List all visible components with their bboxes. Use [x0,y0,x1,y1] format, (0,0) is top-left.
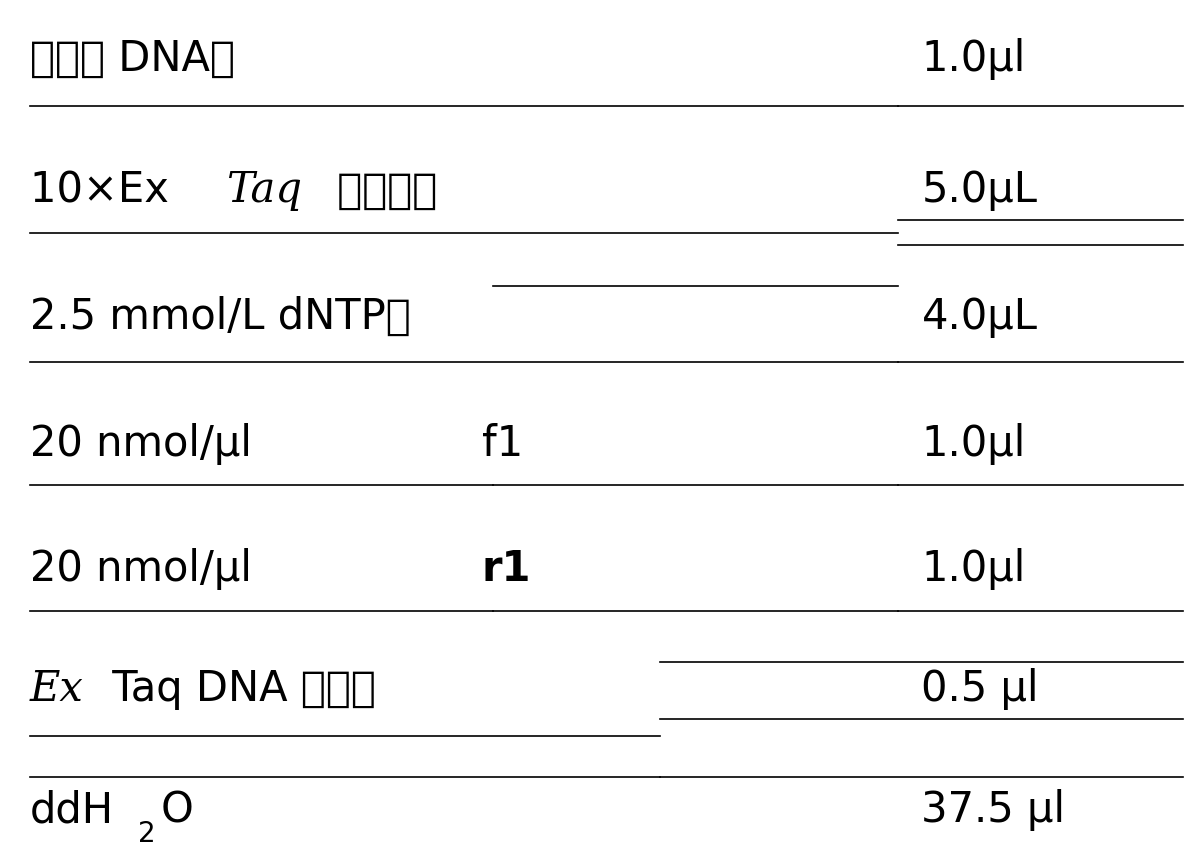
Text: 基因组 DNA：: 基因组 DNA： [30,38,234,80]
Text: 20 nmol/μl: 20 nmol/μl [30,547,252,590]
Text: 2: 2 [138,820,156,846]
Text: ddH: ddH [30,789,114,832]
Text: Taq: Taq [226,169,302,212]
Text: 10×Ex: 10×Ex [30,169,182,212]
Text: f1: f1 [482,423,523,465]
Text: O: O [161,789,194,832]
Text: 37.5 μl: 37.5 μl [921,789,1065,832]
Text: 1.0μl: 1.0μl [921,547,1026,590]
Text: Taq DNA 聚合酶: Taq DNA 聚合酶 [99,668,376,711]
Text: 1.0μl: 1.0μl [921,423,1026,465]
Text: 4.0μL: 4.0μL [921,296,1038,338]
Text: 2.5 mmol/L dNTP：: 2.5 mmol/L dNTP： [30,296,410,338]
Text: r1: r1 [482,547,531,590]
Text: 0.5 μl: 0.5 μl [921,668,1039,711]
Text: 1.0μl: 1.0μl [921,38,1026,80]
Text: Ex: Ex [30,668,83,711]
Text: 20 nmol/μl: 20 nmol/μl [30,423,252,465]
Text: 缓冲液：: 缓冲液： [325,169,438,212]
Text: 5.0μL: 5.0μL [921,169,1038,212]
